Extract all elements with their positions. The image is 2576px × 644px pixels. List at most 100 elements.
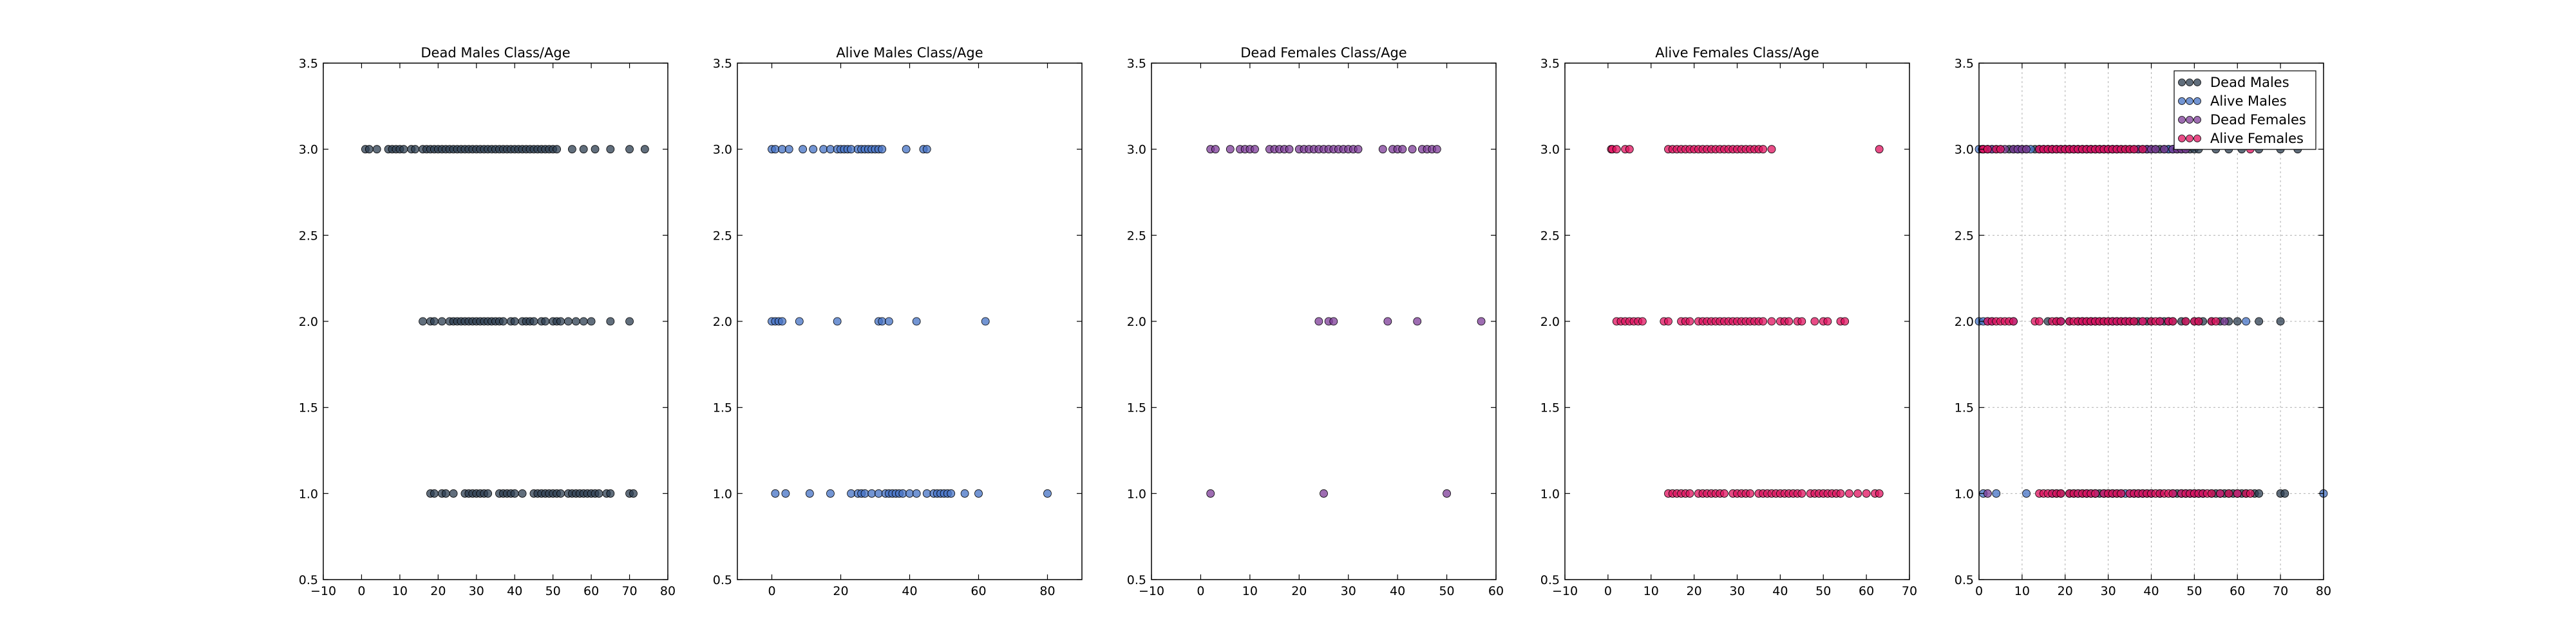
series-1 — [1206, 145, 1486, 498]
data-point — [902, 145, 911, 154]
data-point — [1432, 145, 1441, 154]
data-point — [2280, 489, 2289, 498]
data-point — [553, 145, 562, 154]
x-tick-label: 60 — [2230, 584, 2245, 598]
data-point — [809, 145, 818, 154]
data-point — [981, 317, 990, 326]
y-tick-label: 3.0 — [1955, 143, 1974, 157]
data-point — [2138, 317, 2147, 326]
data-point — [1823, 317, 1832, 326]
data-point — [1211, 145, 1220, 154]
y-tick-label: 1.0 — [299, 487, 318, 501]
data-point — [1354, 145, 1363, 154]
legend-entry: Alive Males — [2178, 93, 2287, 109]
data-point — [1767, 145, 1776, 154]
data-point — [1862, 489, 1871, 498]
data-point — [1983, 145, 1992, 154]
data-point — [778, 145, 786, 154]
y-tick-label: 2.0 — [299, 315, 318, 329]
data-point — [606, 145, 615, 154]
data-point — [1383, 317, 1392, 326]
data-point — [430, 489, 439, 498]
y-tick-label: 3.0 — [1540, 143, 1560, 157]
data-point — [1746, 489, 1754, 498]
x-tick-label: 10 — [392, 584, 408, 598]
series-1 — [1607, 145, 1884, 498]
data-point — [898, 489, 907, 498]
x-tick-label: 10 — [2014, 584, 2030, 598]
y-tick-label: 1.5 — [713, 401, 732, 415]
y-tick-label: 2.5 — [1127, 229, 1146, 243]
data-point — [1996, 145, 2005, 154]
x-tick-label: 40 — [1772, 584, 1788, 598]
data-point — [594, 489, 603, 498]
x-tick-label: 60 — [1859, 584, 1874, 598]
y-tick-label: 3.0 — [299, 143, 318, 157]
data-point — [1638, 317, 1647, 326]
y-tick-label: 0.5 — [1127, 573, 1146, 587]
data-point — [974, 489, 983, 498]
data-point — [885, 317, 893, 326]
data-point — [591, 145, 600, 154]
y-tick-label: 1.0 — [1127, 487, 1146, 501]
y-tick-label: 2.0 — [1540, 315, 1560, 329]
panel-4: −10 0 10 20 30 40 50 60 70 0.5 1.0 1.5 2.0 2.5 3.0 3.5 A… — [1540, 45, 1917, 598]
y-tick-label: 1.5 — [1955, 401, 1974, 415]
data-point — [1664, 317, 1672, 326]
data-point — [860, 489, 869, 498]
chart-title: Dead Females Class/Age — [1240, 45, 1406, 61]
x-tick-label: 30 — [1729, 584, 1745, 598]
data-point — [2056, 489, 2065, 498]
y-tick-label: 2.5 — [713, 229, 732, 243]
x-tick-label: 70 — [621, 584, 637, 598]
data-point — [2022, 145, 2031, 154]
data-point — [1785, 317, 1794, 326]
x-tick-label: 0 — [1975, 584, 1983, 598]
data-point — [778, 317, 786, 326]
data-point — [567, 145, 576, 154]
panel-1: −10 0 10 20 30 40 50 60 70 80 0.5 1.0 1.5 2.0 2.5 3.0 3.… — [299, 45, 676, 598]
data-point — [771, 145, 780, 154]
data-point — [874, 489, 883, 498]
data-point — [1797, 317, 1806, 326]
data-point — [541, 317, 550, 326]
data-point — [2220, 317, 2229, 326]
data-point — [805, 489, 814, 498]
data-point — [781, 489, 790, 498]
panel-2: 0 20 40 60 80 0.5 1.0 1.5 2.0 2.5 3.0 3.5 Alive Male… — [713, 45, 1083, 598]
data-point — [1413, 317, 1422, 326]
x-tick-label: 80 — [2316, 584, 2331, 598]
data-point — [826, 145, 835, 154]
data-point — [419, 317, 427, 326]
x-tick-label: 30 — [469, 584, 484, 598]
data-point — [1759, 145, 1768, 154]
legend-entry: Dead Females — [2178, 112, 2306, 128]
data-point — [372, 145, 381, 154]
data-point — [878, 317, 887, 326]
data-point — [1043, 489, 1052, 498]
legend-marker — [2178, 116, 2186, 124]
x-tick-label: 30 — [1341, 584, 1356, 598]
panel-5: 0 10 20 30 40 50 60 70 80 0.5 1.0 1.5 2.0 2.5 3.0 3.5 De… — [1955, 57, 2331, 598]
data-point — [2255, 489, 2264, 498]
data-point — [878, 145, 887, 154]
data-point — [510, 317, 519, 326]
data-point — [411, 145, 420, 154]
data-point — [1841, 317, 1850, 326]
data-point — [922, 145, 931, 154]
x-tick-label: 50 — [1439, 584, 1454, 598]
series-4 — [1978, 145, 2255, 498]
chart-title: Alive Females Class/Age — [1655, 45, 1819, 61]
data-point — [2130, 145, 2139, 154]
data-point — [2224, 489, 2233, 498]
data-point — [1685, 317, 1694, 326]
data-point — [587, 317, 596, 326]
y-tick-label: 3.5 — [299, 57, 318, 71]
y-tick-label: 0.5 — [1955, 573, 1974, 587]
data-point — [1992, 489, 2001, 498]
x-tick-label: 50 — [1815, 584, 1831, 598]
x-tick-label: −10 — [1139, 584, 1164, 598]
y-tick-label: 2.0 — [1127, 315, 1146, 329]
data-point — [1477, 317, 1486, 326]
data-point — [564, 317, 573, 326]
